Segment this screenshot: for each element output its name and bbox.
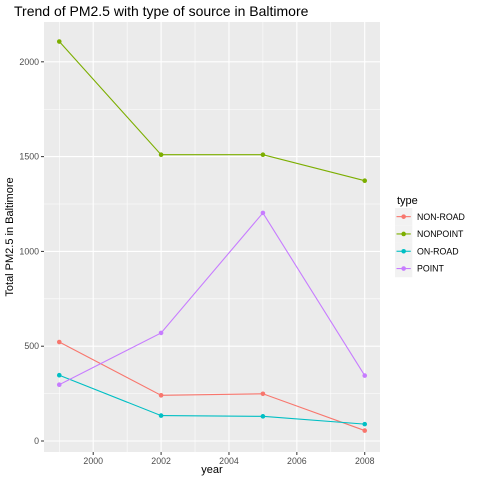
x-tick-label: 2006: [287, 456, 307, 466]
legend-dot-point: [401, 266, 406, 271]
x-tick-label: 2000: [83, 456, 103, 466]
data-point-nonpoint: [159, 152, 164, 157]
data-point-non-road: [261, 391, 266, 396]
data-point-on-road: [362, 422, 367, 427]
x-tick-label: 2002: [151, 456, 171, 466]
data-point-nonpoint: [362, 178, 367, 183]
y-tick-label: 2000: [19, 57, 39, 67]
plot-panel: [44, 22, 380, 452]
data-point-non-road: [159, 393, 164, 398]
data-point-point: [261, 211, 266, 216]
data-point-point: [57, 382, 62, 387]
data-point-non-road: [57, 340, 62, 345]
legend-dot-nonpoint: [401, 232, 406, 237]
data-point-point: [362, 373, 367, 378]
y-tick-label: 1000: [19, 246, 39, 256]
data-point-nonpoint: [57, 39, 62, 44]
y-tick-label: 1500: [19, 152, 39, 162]
legend-dot-non-road: [401, 214, 406, 219]
data-point-nonpoint: [261, 152, 266, 157]
x-axis-title: year: [201, 464, 223, 476]
data-point-on-road: [159, 413, 164, 418]
data-point-on-road: [261, 414, 266, 419]
y-axis-title: Total PM2.5 in Baltimore: [4, 177, 16, 296]
x-tick-label: 2008: [355, 456, 375, 466]
data-point-point: [159, 331, 164, 336]
chart-title: Trend of PM2.5 with type of source in Ba…: [14, 3, 309, 19]
legend-label-nonpoint: NONPOINT: [417, 229, 464, 239]
data-point-non-road: [362, 428, 367, 433]
data-point-on-road: [57, 373, 62, 378]
legend-title: type: [397, 195, 418, 207]
legend-label-non-road: NON-ROAD: [417, 212, 465, 222]
legend-label-on-road: ON-ROAD: [417, 246, 459, 256]
legend-label-point: POINT: [417, 264, 445, 274]
legend-dot-on-road: [401, 249, 406, 254]
y-tick-label: 500: [24, 341, 39, 351]
y-tick-label: 0: [34, 436, 39, 446]
